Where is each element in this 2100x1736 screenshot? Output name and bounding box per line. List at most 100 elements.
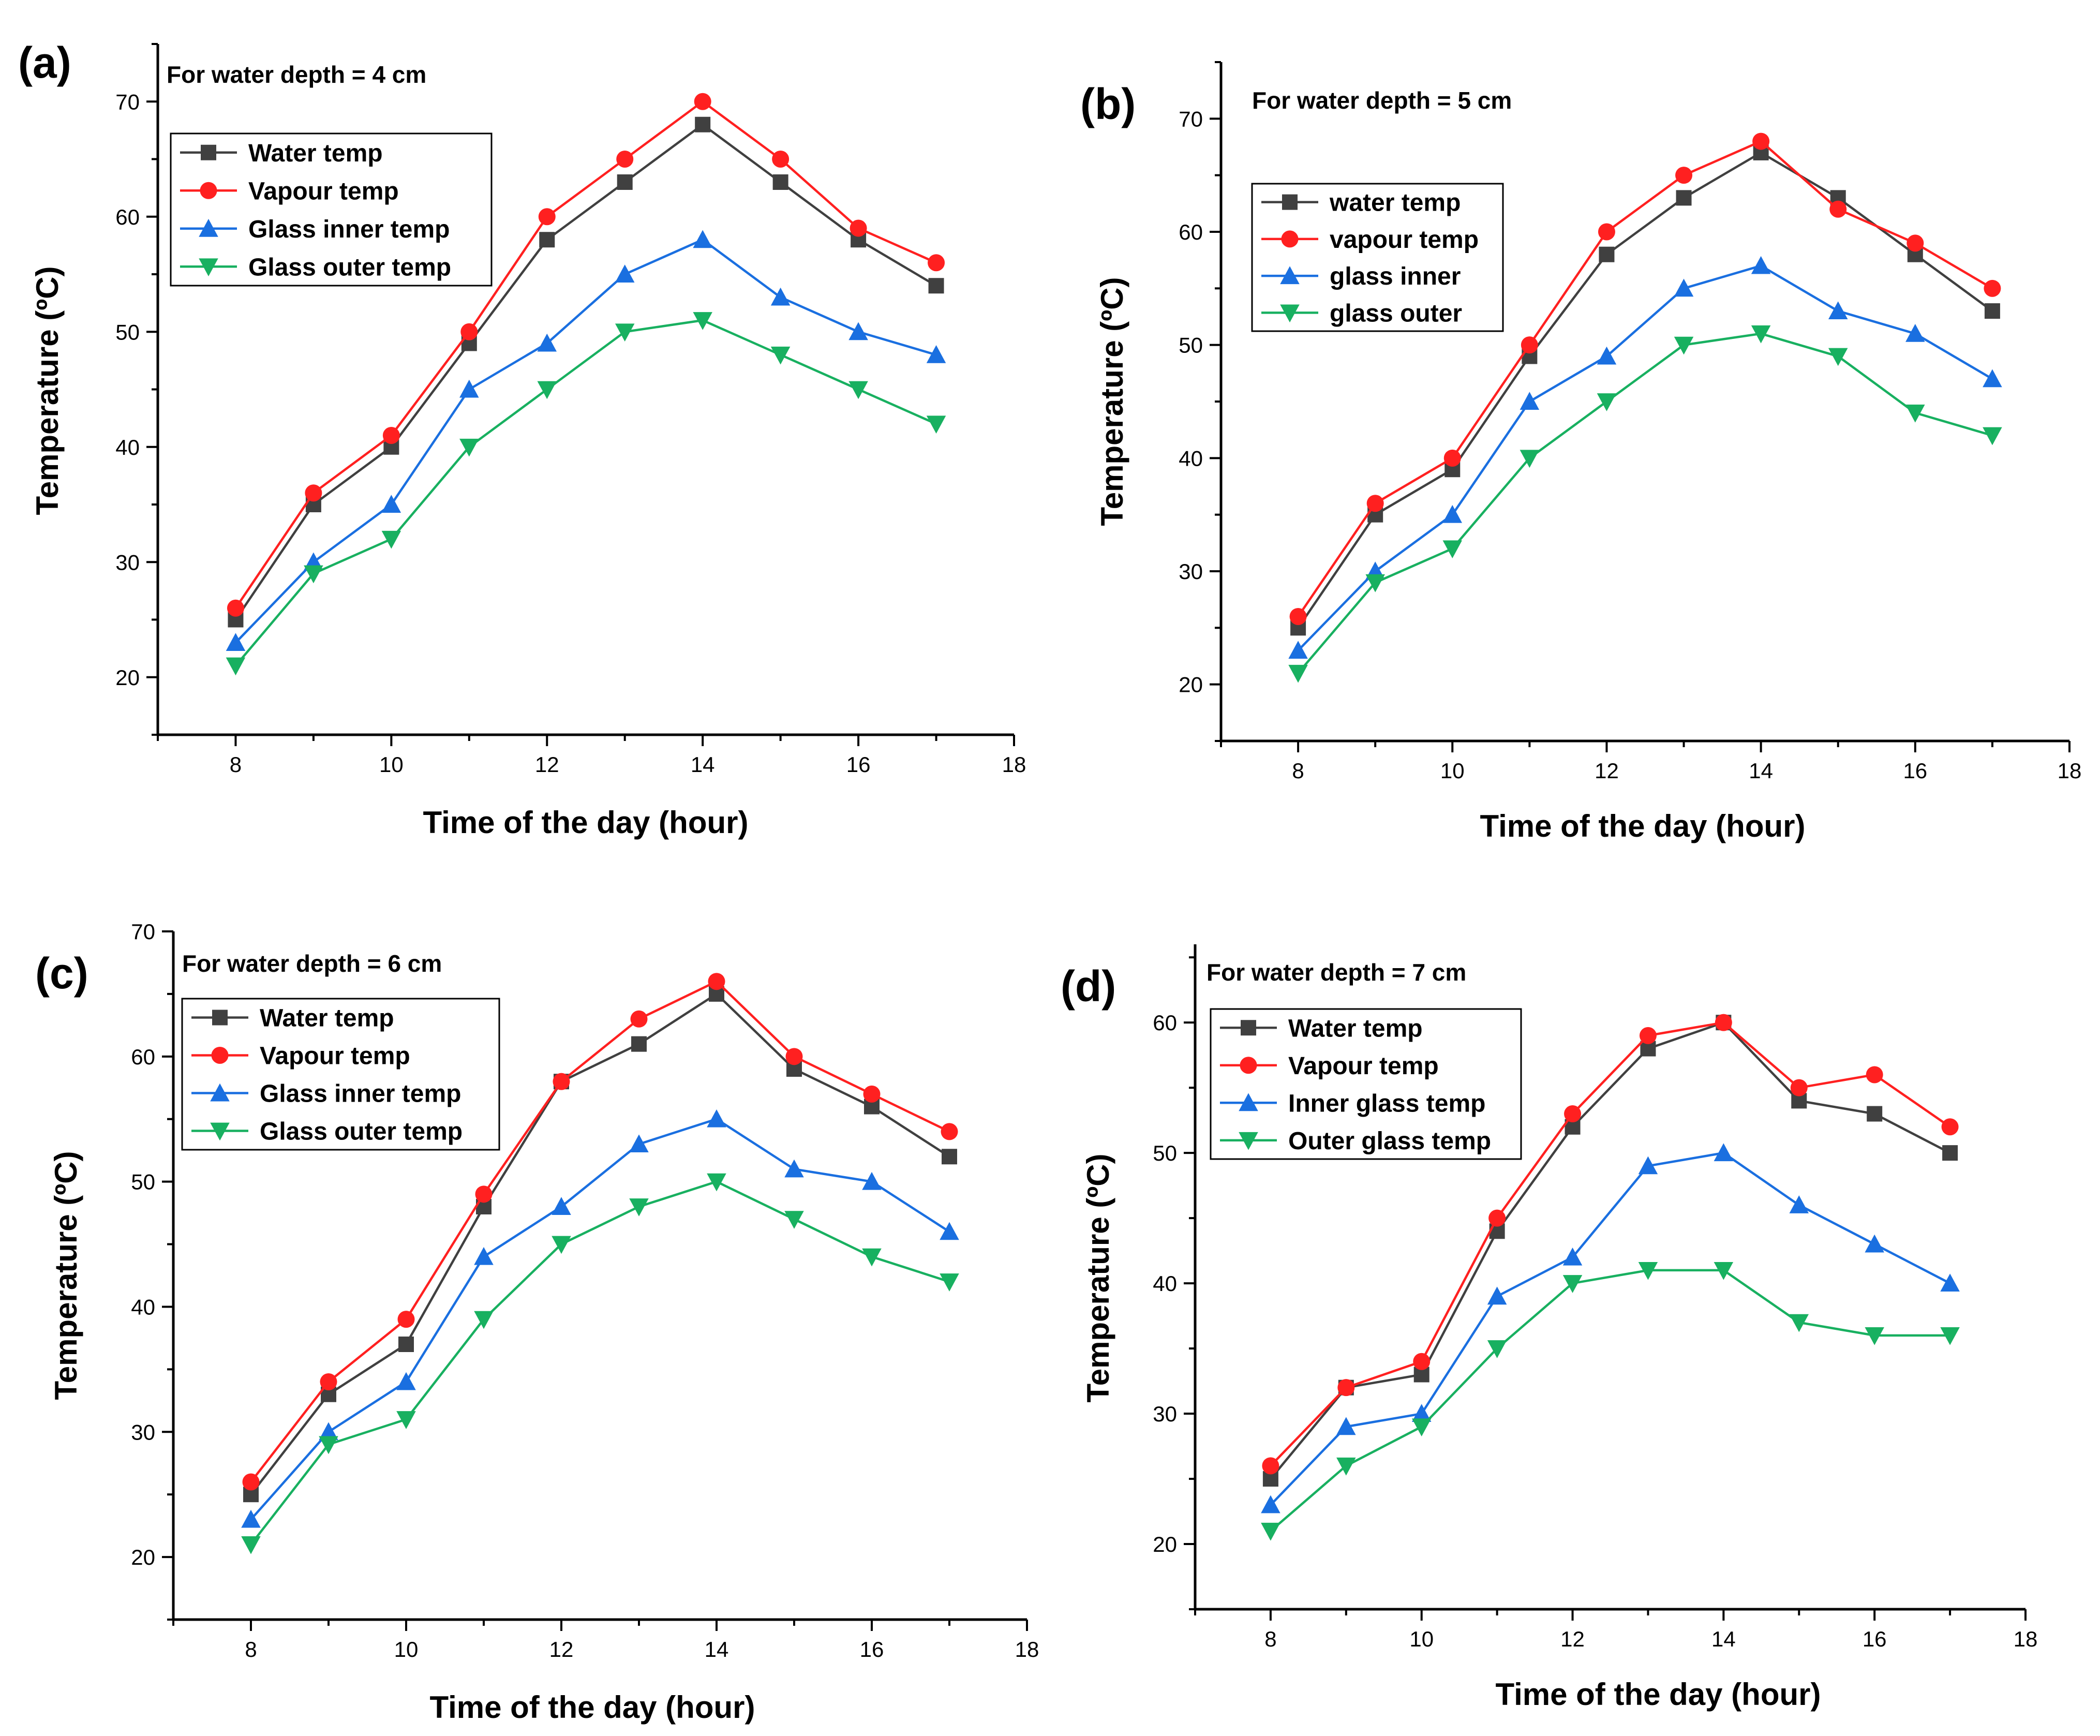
data-point-outer-d [1336, 1457, 1356, 1476]
x-axis-title-d: Time of the day (hour) [1496, 1677, 1821, 1712]
x-tick-label-b: 8 [1292, 759, 1304, 783]
data-point-inner-a [770, 287, 791, 306]
series-line-vapour-b [1297, 140, 1993, 617]
data-point-vapour-b [1829, 200, 1847, 218]
data-point-outer-a [537, 381, 557, 399]
x-tick-label-d: 16 [1863, 1627, 1887, 1651]
x-tick-label-c: 16 [860, 1637, 884, 1661]
data-point-outer-a [226, 657, 246, 676]
data-point-vapour-d [1488, 1209, 1506, 1227]
data-point-inner-d [1714, 1143, 1734, 1162]
chart-subtitle-a: For water depth = 4 cm [167, 61, 426, 88]
data-point-outer-c [629, 1198, 649, 1216]
y-tick-label-c: 20 [131, 1545, 155, 1569]
legend-marker-water-c [212, 1010, 228, 1026]
legend-label-inner-a: Glass inner temp [248, 216, 450, 243]
data-point-inner-d [1865, 1234, 1884, 1253]
legend-marker-vapour-c [211, 1047, 229, 1064]
data-point-vapour-d [1941, 1118, 1959, 1136]
data-point-vapour-b [1984, 279, 2001, 297]
panel-d: (d) For water depth = 7 cm Time of the d… [1061, 944, 2037, 1712]
data-point-inner-c [474, 1247, 494, 1265]
data-point-vapour-d [1337, 1379, 1355, 1397]
data-point-vapour-b [1598, 223, 1615, 241]
data-point-inner-a [926, 345, 946, 363]
series-line-inner-a [234, 238, 937, 644]
data-point-outer-b [1751, 325, 1771, 344]
data-point-vapour-c [708, 973, 725, 990]
data-point-inner-d [1638, 1156, 1658, 1175]
x-tick-label-c: 10 [394, 1637, 419, 1661]
y-tick-label-d: 40 [1153, 1271, 1177, 1296]
series-line-water-d [1270, 1021, 1951, 1480]
data-point-inner-c [862, 1171, 882, 1190]
data-point-inner-d [1261, 1495, 1280, 1514]
data-point-vapour-a [538, 208, 556, 226]
y-tick-label-c: 40 [131, 1295, 155, 1319]
legend-label-outer-a: Glass outer temp [248, 254, 451, 281]
chart-subtitle-c: For water depth = 6 cm [182, 950, 442, 977]
data-point-water-c [631, 1036, 647, 1052]
data-point-inner-b [1288, 641, 1308, 659]
data-point-water-b [1599, 246, 1615, 262]
legend-marker-inner-c [210, 1083, 230, 1102]
data-point-outer-c [784, 1211, 804, 1229]
data-point-inner-b [1905, 324, 1925, 342]
data-point-outer-c [396, 1411, 416, 1429]
panel-b: (b) For water depth = 5 cm Time of the d… [1080, 61, 2081, 843]
x-tick-label-a: 16 [846, 752, 871, 777]
y-axis-title-d: Temperature (ºC) [1081, 1154, 1115, 1403]
data-point-inner-c [396, 1372, 416, 1390]
data-point-vapour-c [320, 1373, 337, 1391]
data-point-inner-b [1442, 505, 1463, 523]
data-point-vapour-c [242, 1473, 260, 1491]
legend-label-vapour-d: Vapour temp [1288, 1052, 1439, 1080]
data-point-vapour-a [616, 151, 634, 168]
data-point-outer-d [1562, 1275, 1583, 1293]
data-point-vapour-a [227, 599, 244, 617]
data-point-vapour-d [1866, 1066, 1883, 1084]
data-point-outer-a [381, 530, 401, 549]
data-point-water-b [1676, 190, 1692, 206]
legend-marker-vapour-b [1281, 230, 1299, 248]
x-tick-label-b: 12 [1595, 759, 1619, 783]
data-point-outer-c [940, 1273, 959, 1292]
series-line-water-c [250, 992, 950, 1495]
legend-marker-outer-b [1280, 304, 1300, 323]
x-tick-label-c: 12 [549, 1637, 574, 1661]
x-tick-label-a: 8 [230, 752, 242, 777]
data-point-inner-d [1940, 1273, 1960, 1292]
data-point-vapour-d [1790, 1079, 1808, 1096]
legend-marker-water-a [201, 144, 216, 160]
legend-marker-inner-b [1280, 266, 1300, 285]
data-point-outer-b [1905, 404, 1925, 423]
data-point-outer-a [770, 346, 791, 365]
legend-label-inner-b: glass inner [1330, 263, 1461, 290]
data-point-inner-b [1828, 301, 1848, 320]
data-point-inner-a [459, 379, 479, 398]
series-line-vapour-d [1270, 1021, 1951, 1467]
legend-label-vapour-a: Vapour temp [248, 177, 399, 205]
y-tick-label-d: 50 [1153, 1141, 1177, 1165]
data-point-outer-a [848, 381, 868, 399]
data-point-vapour-a [382, 427, 400, 444]
data-point-outer-a [459, 438, 479, 457]
data-point-outer-c [319, 1436, 338, 1455]
data-point-inner-c [784, 1159, 804, 1178]
y-tick-label-b: 30 [1179, 559, 1203, 584]
panel-c: (c) For water depth = 6 cm Time of the d… [35, 919, 1039, 1725]
data-point-outer-b [1828, 348, 1848, 366]
data-point-vapour-a [850, 219, 867, 237]
x-tick-label-b: 14 [1749, 759, 1773, 783]
legend-label-inner-c: Glass inner temp [260, 1080, 461, 1108]
data-point-outer-c [474, 1311, 494, 1329]
data-point-inner-a [615, 264, 635, 283]
data-point-outer-b [1520, 450, 1540, 468]
legend-label-water-b: water temp [1329, 189, 1461, 217]
series-line-vapour-a [234, 100, 937, 609]
data-point-inner-b [1520, 392, 1540, 410]
y-tick-label-a: 20 [115, 665, 140, 690]
legend-marker-vapour-a [200, 182, 217, 199]
x-axis-title-a: Time of the day (hour) [423, 805, 749, 840]
